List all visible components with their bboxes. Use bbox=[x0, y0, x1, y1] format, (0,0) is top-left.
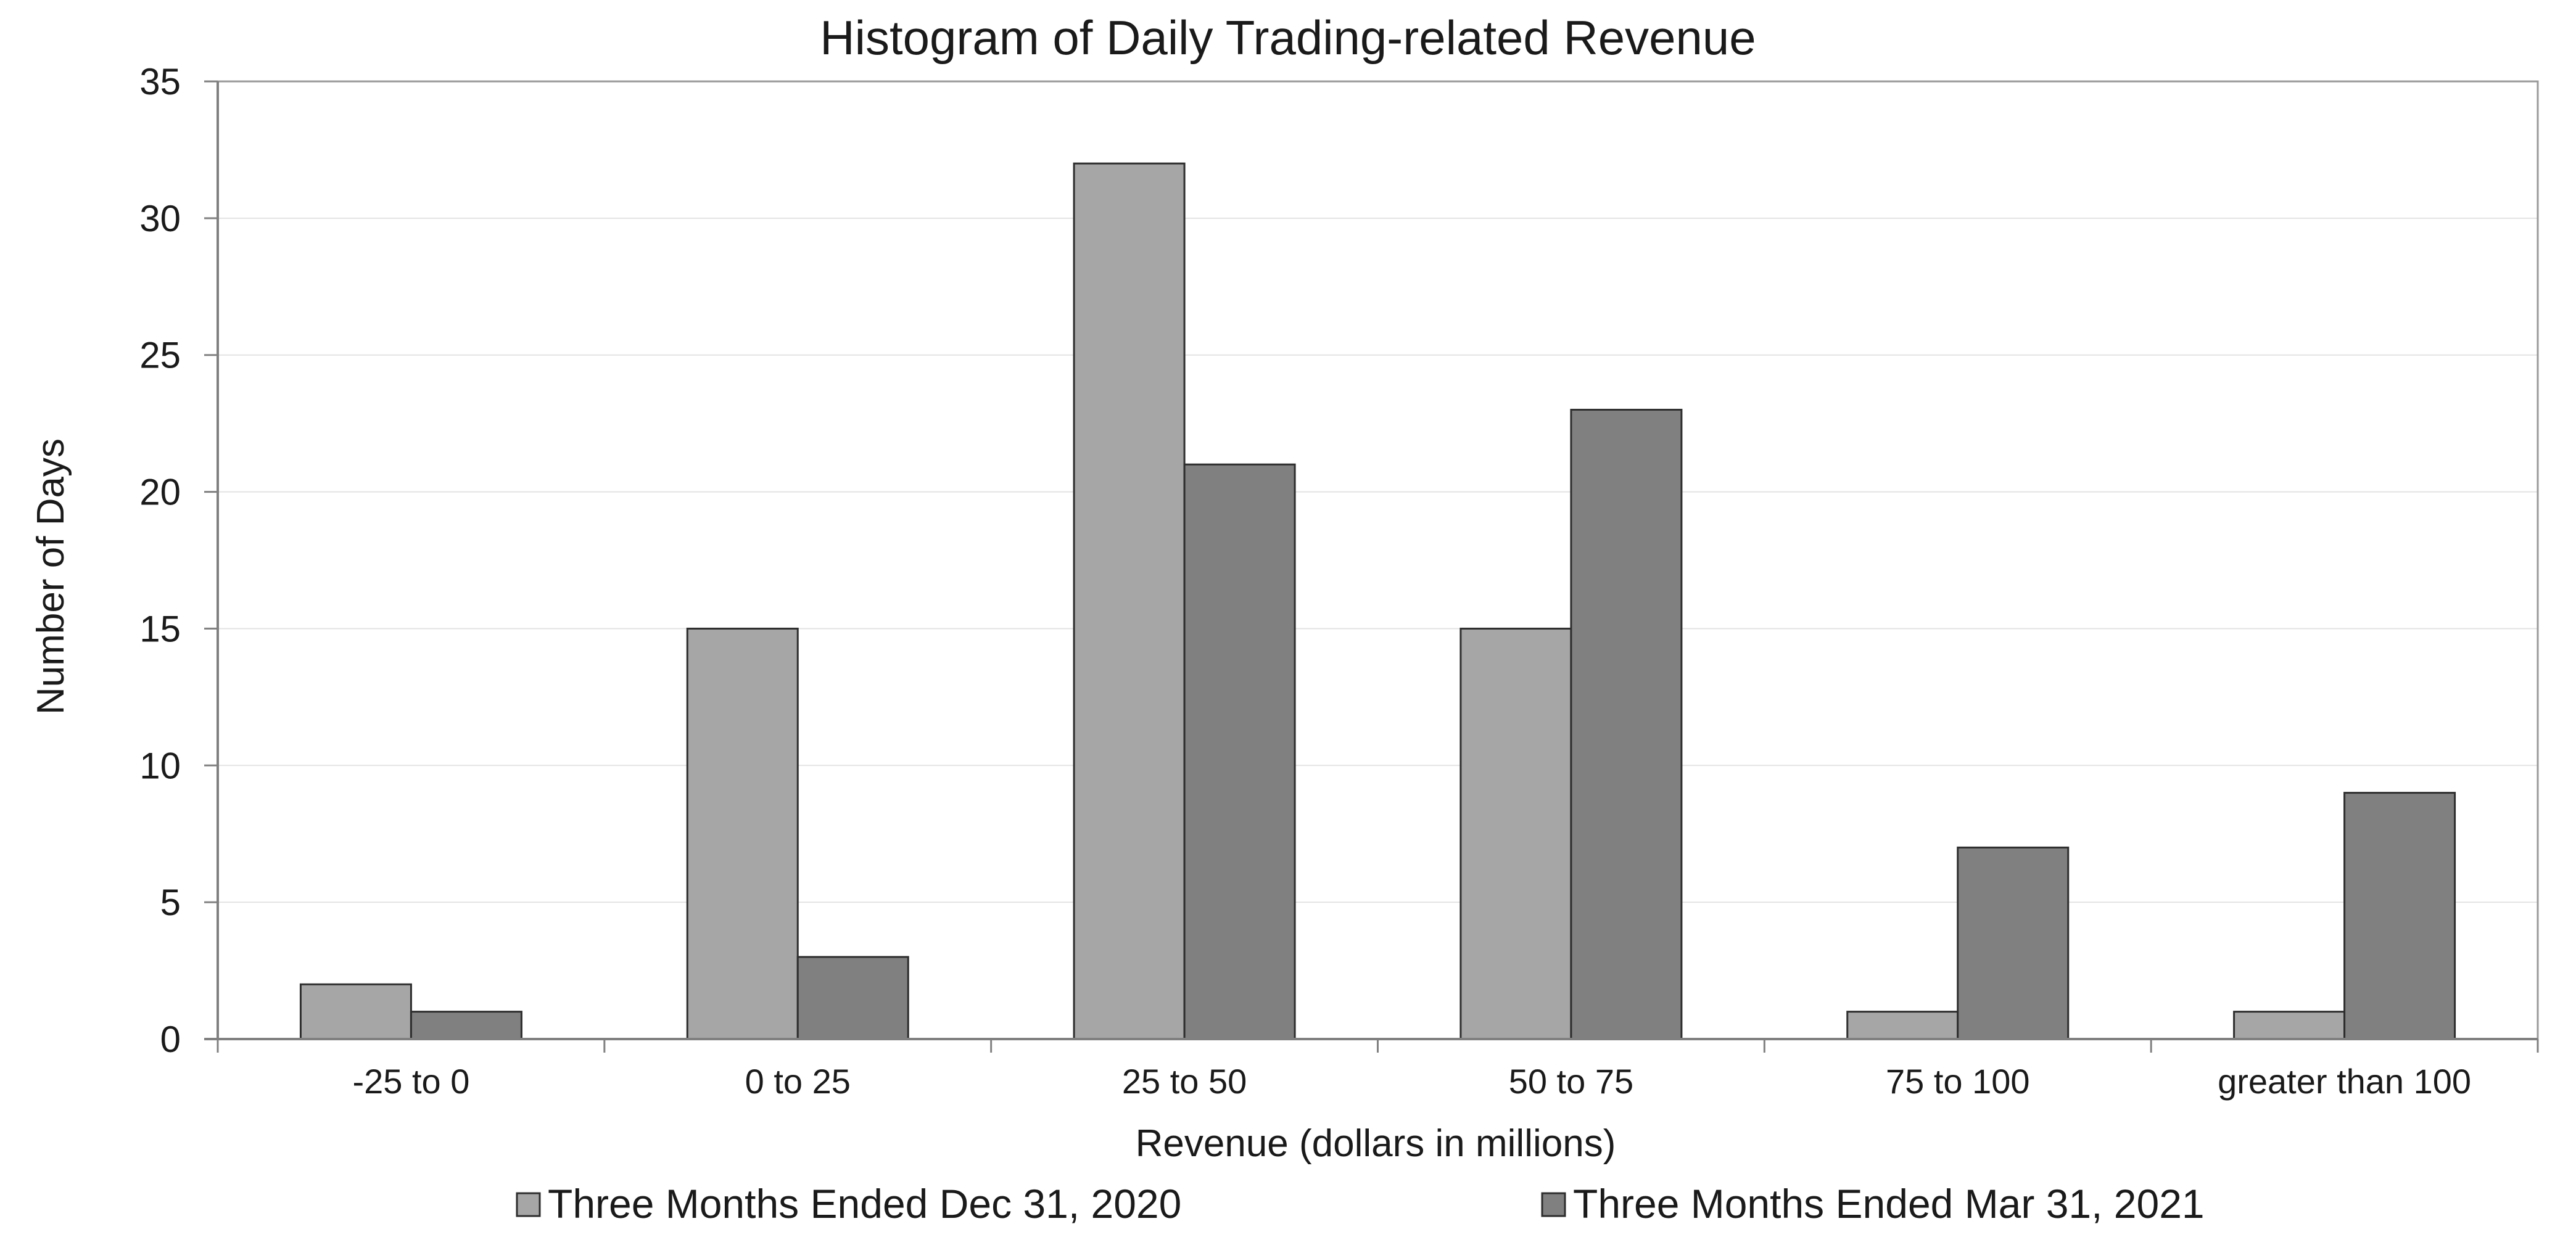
y-tick-label: 10 bbox=[139, 745, 181, 786]
y-tick-label: 25 bbox=[139, 335, 181, 376]
bar-mar-2021 bbox=[1183, 463, 1296, 1040]
legend-swatch bbox=[516, 1192, 541, 1217]
bar-mar-2021 bbox=[1570, 408, 1683, 1040]
x-category-label: 50 to 75 bbox=[1509, 1062, 1633, 1101]
y-tick-label: 15 bbox=[139, 608, 181, 649]
bar-dec-2020 bbox=[2233, 1011, 2346, 1040]
y-tick-label: 35 bbox=[139, 61, 181, 102]
bar-mar-2021 bbox=[1957, 846, 2070, 1040]
x-axis-title: Revenue (dollars in millions) bbox=[1136, 1122, 1616, 1165]
bar-dec-2020 bbox=[1846, 1011, 1959, 1040]
bar-mar-2021 bbox=[2343, 792, 2456, 1040]
y-tick-label: 0 bbox=[160, 1019, 181, 1060]
chart-title: Histogram of Daily Trading-related Reven… bbox=[820, 10, 1756, 65]
x-category-label: 0 to 25 bbox=[745, 1062, 851, 1101]
bar-dec-2020 bbox=[1459, 627, 1572, 1040]
legend: Three Months Ended Dec 31, 2020 Three Mon… bbox=[516, 1181, 2205, 1227]
gridlines bbox=[218, 81, 2538, 903]
axes bbox=[204, 80, 2539, 1053]
y-tick-label: 20 bbox=[139, 472, 181, 513]
bar-mar-2021 bbox=[796, 956, 909, 1040]
legend-label: Three Months Ended Mar 31, 2021 bbox=[1573, 1181, 2205, 1227]
bar-dec-2020 bbox=[299, 983, 412, 1040]
bars bbox=[299, 162, 2456, 1040]
y-tick-label: 5 bbox=[160, 882, 181, 923]
bar-dec-2020 bbox=[686, 627, 799, 1040]
x-category-labels: -25 to 0 0 to 25 25 to 50 50 to 75 75 to 100… bbox=[352, 1062, 2471, 1101]
x-category-label: 25 to 50 bbox=[1122, 1062, 1247, 1101]
plot-frame bbox=[217, 80, 2539, 1040]
y-tick-label: 30 bbox=[139, 198, 181, 239]
bar-dec-2020 bbox=[1073, 162, 1186, 1040]
y-tick-labels: 0 5 10 15 20 25 30 35 bbox=[139, 61, 181, 1060]
legend-swatch bbox=[1541, 1192, 1566, 1217]
legend-label: Three Months Ended Dec 31, 2020 bbox=[548, 1181, 1181, 1227]
x-category-label: 75 to 100 bbox=[1886, 1062, 2030, 1101]
y-axis-title: Number of Days bbox=[30, 438, 72, 715]
bar-mar-2021 bbox=[410, 1011, 522, 1040]
x-category-label: -25 to 0 bbox=[352, 1062, 469, 1101]
x-category-label: greater than 100 bbox=[2218, 1062, 2471, 1101]
